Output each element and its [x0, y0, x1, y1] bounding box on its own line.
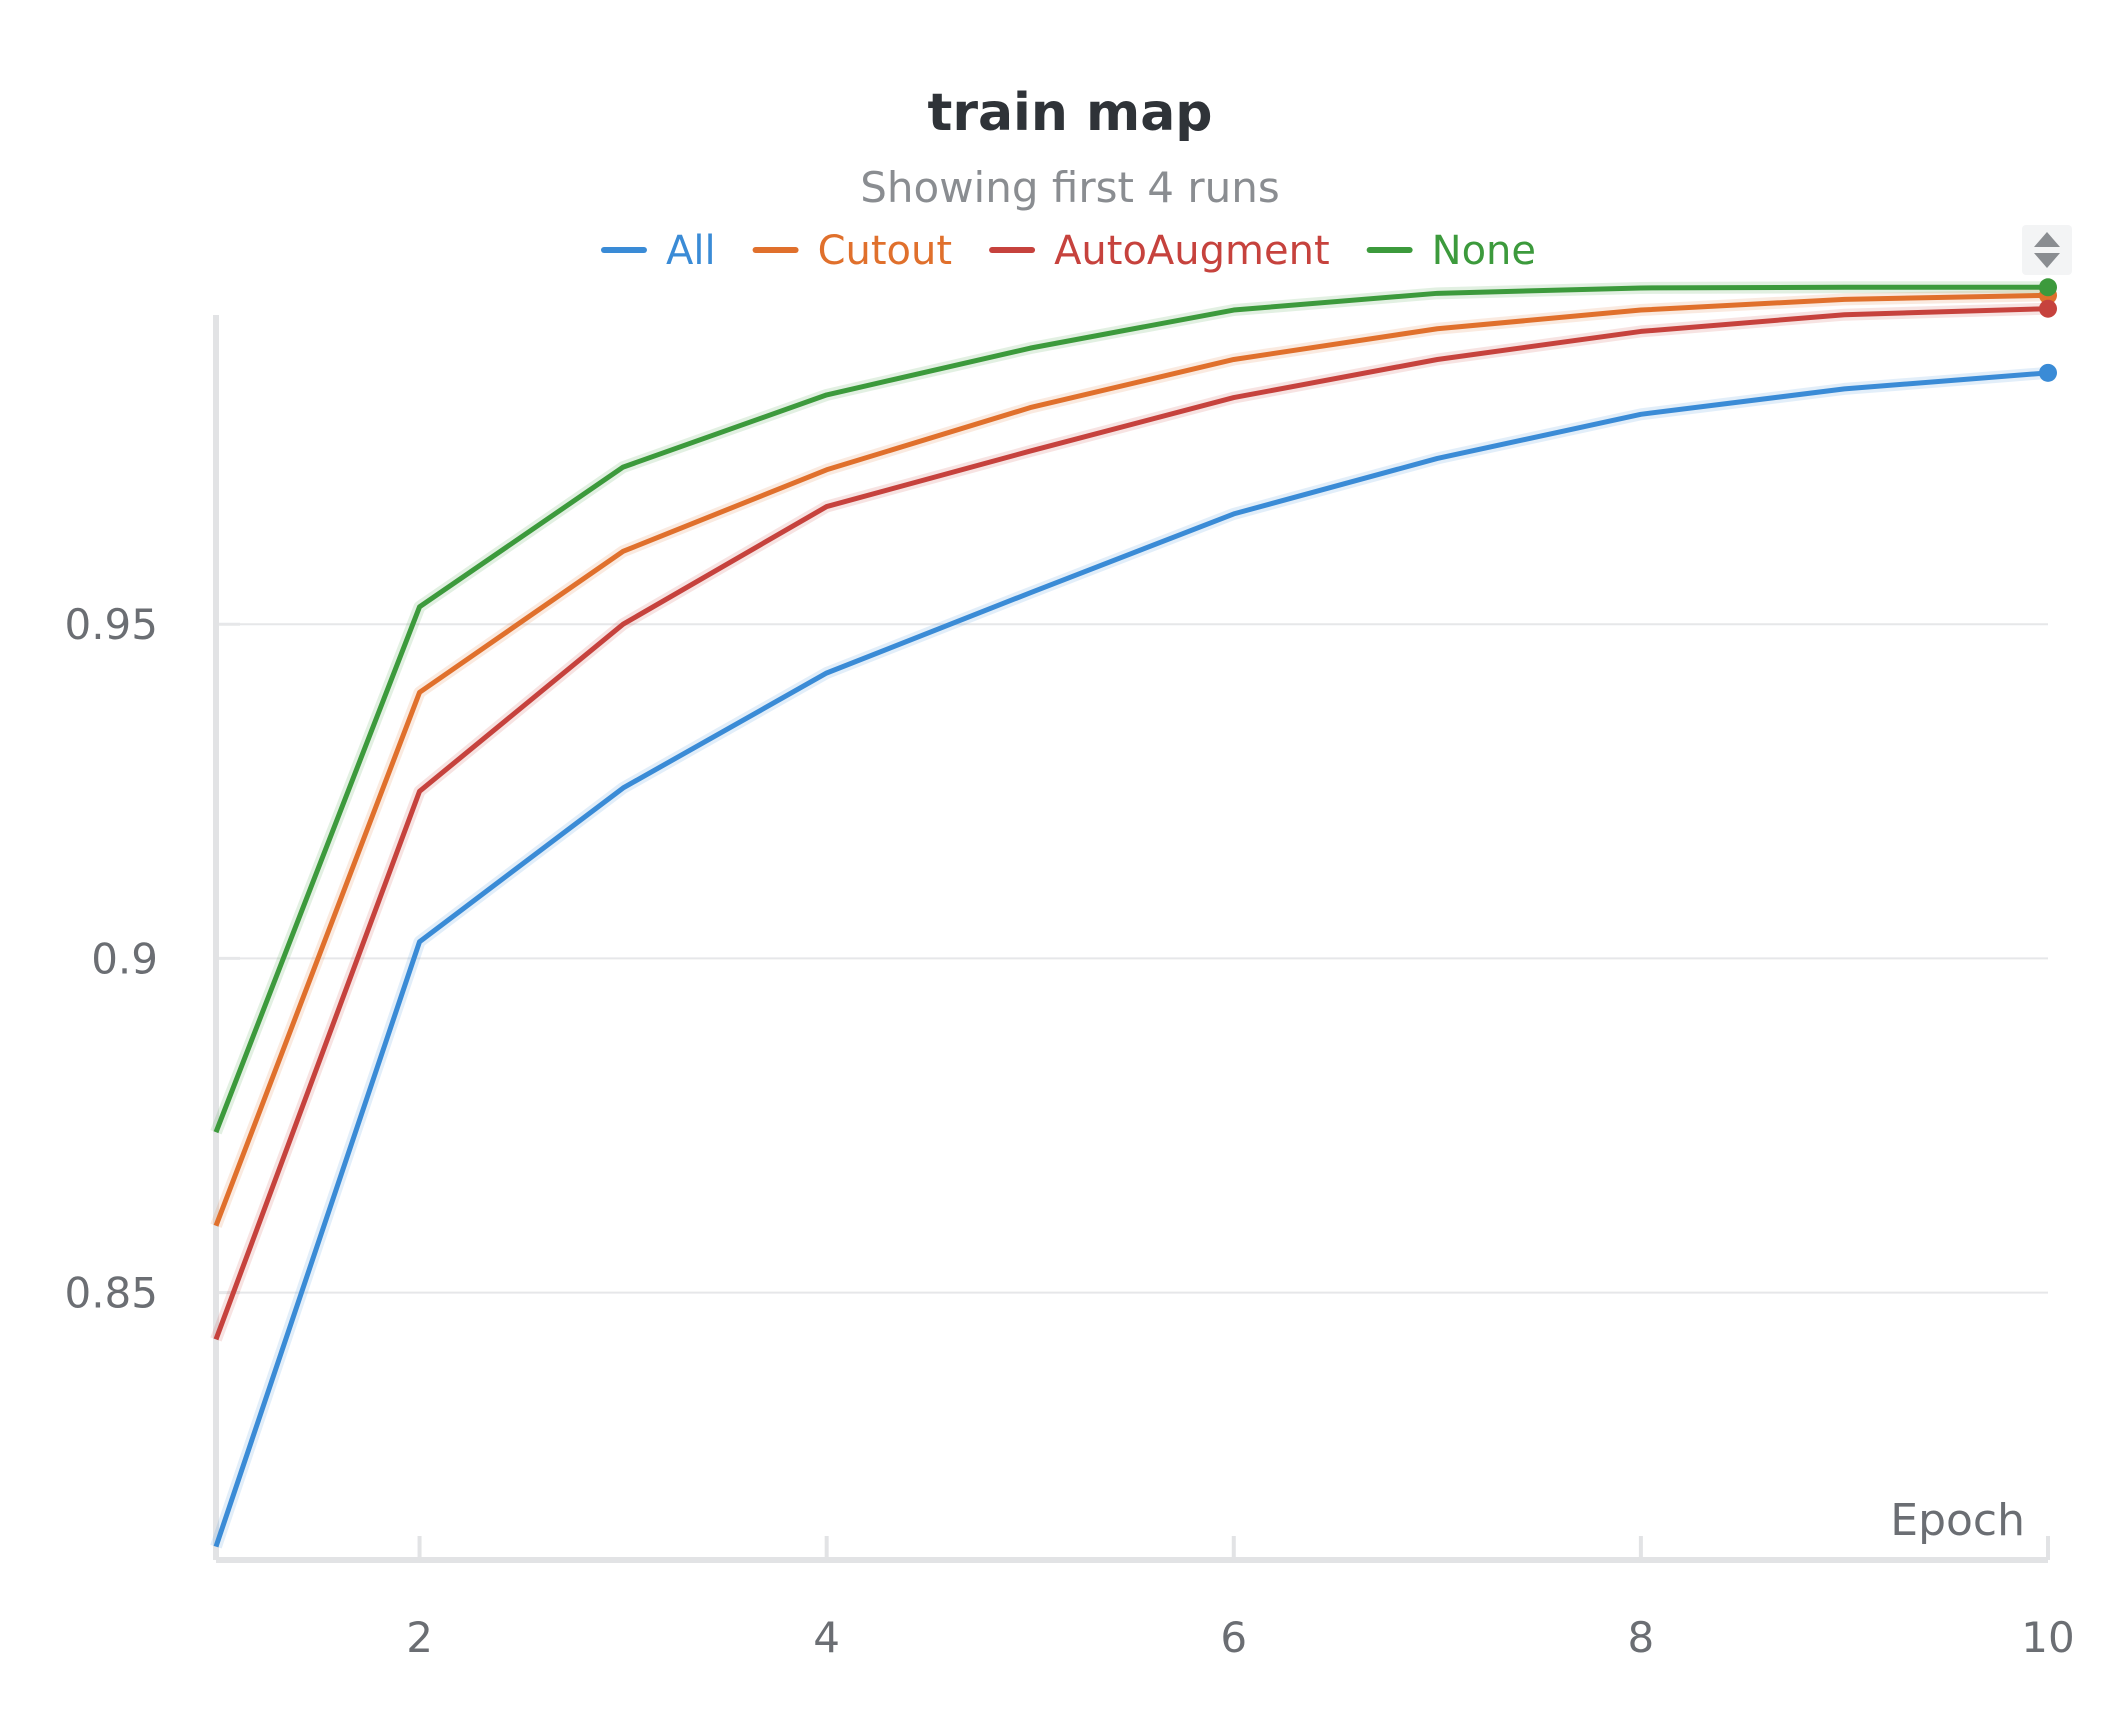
y-tick-label: 0.95	[64, 600, 158, 649]
series-band-all	[210, 366, 2049, 1549]
legend: All Cutout AutoAugment None	[600, 228, 1536, 274]
series-band-none	[210, 281, 2048, 1135]
series-layer	[210, 278, 2057, 1549]
chart-subtitle: Showing first 4 runs	[860, 163, 1280, 212]
legend-label: AutoAugment	[1054, 228, 1330, 274]
series-end-marker-autoaugment	[2039, 299, 2057, 318]
legend-item-none[interactable]: None	[1366, 228, 1536, 274]
grid-lines	[216, 623, 2048, 1294]
x-tick-label: 10	[2021, 1613, 2074, 1662]
legend-label: Cutout	[818, 228, 952, 274]
x-axis-title: Epoch	[1890, 1495, 2025, 1546]
sort-toggle-icon[interactable]	[2022, 225, 2072, 275]
axes: 0.85 0.9 0.95 2 4 6 8 10	[64, 315, 2075, 1662]
series-band-autoaugment	[210, 302, 2049, 1342]
series-line-all	[213, 370, 2049, 1548]
y-tick-label: 0.9	[91, 934, 158, 983]
chart-title: train map	[927, 83, 1212, 143]
x-tick-label: 6	[1220, 1613, 1247, 1662]
series-line-none	[213, 284, 2048, 1134]
legend-item-cutout[interactable]: Cutout	[752, 228, 952, 274]
series-band-cutout	[210, 289, 2049, 1228]
x-tick-label: 4	[813, 1613, 840, 1662]
x-tick-label: 2	[406, 1613, 433, 1662]
legend-label: All	[666, 228, 716, 274]
legend-item-all[interactable]: All	[600, 228, 716, 274]
x-tick-label: 8	[1628, 1613, 1655, 1662]
series-end-marker-all	[2039, 363, 2057, 382]
legend-item-autoaugment[interactable]: AutoAugment	[989, 228, 1330, 274]
series-line-autoaugment	[213, 306, 2049, 1341]
series-line-cutout	[213, 292, 2049, 1227]
series-end-marker-none	[2039, 278, 2057, 297]
legend-label: None	[1432, 228, 1536, 274]
y-tick-label: 0.85	[64, 1269, 158, 1318]
